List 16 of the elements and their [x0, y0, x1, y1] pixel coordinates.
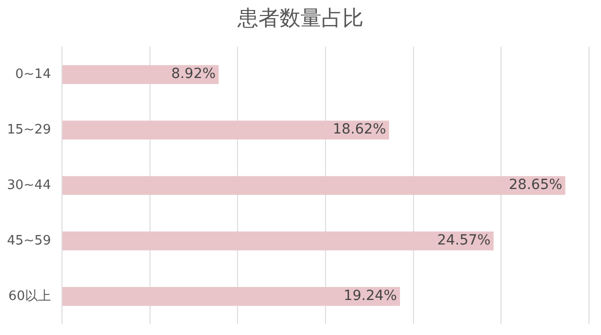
data-label: 19.24%: [344, 288, 397, 304]
data-label: 24.57%: [437, 232, 491, 249]
y-tick-label: 45~59: [6, 233, 51, 248]
y-tick-label: 30~44: [6, 178, 51, 193]
bar: [62, 176, 566, 195]
data-label: 8.92%: [171, 66, 216, 82]
bar: [62, 232, 494, 250]
y-tick-label: 0~14: [15, 66, 51, 82]
data-label: 18.62%: [332, 122, 386, 138]
bar: [62, 65, 219, 84]
chart-title: 患者数量占比: [236, 5, 364, 32]
bar: [62, 120, 390, 140]
y-tick-label: 15~29: [6, 122, 51, 138]
bar: [62, 287, 400, 306]
y-tick-label: 60以上: [8, 288, 51, 304]
data-label: 28.65%: [508, 177, 562, 194]
